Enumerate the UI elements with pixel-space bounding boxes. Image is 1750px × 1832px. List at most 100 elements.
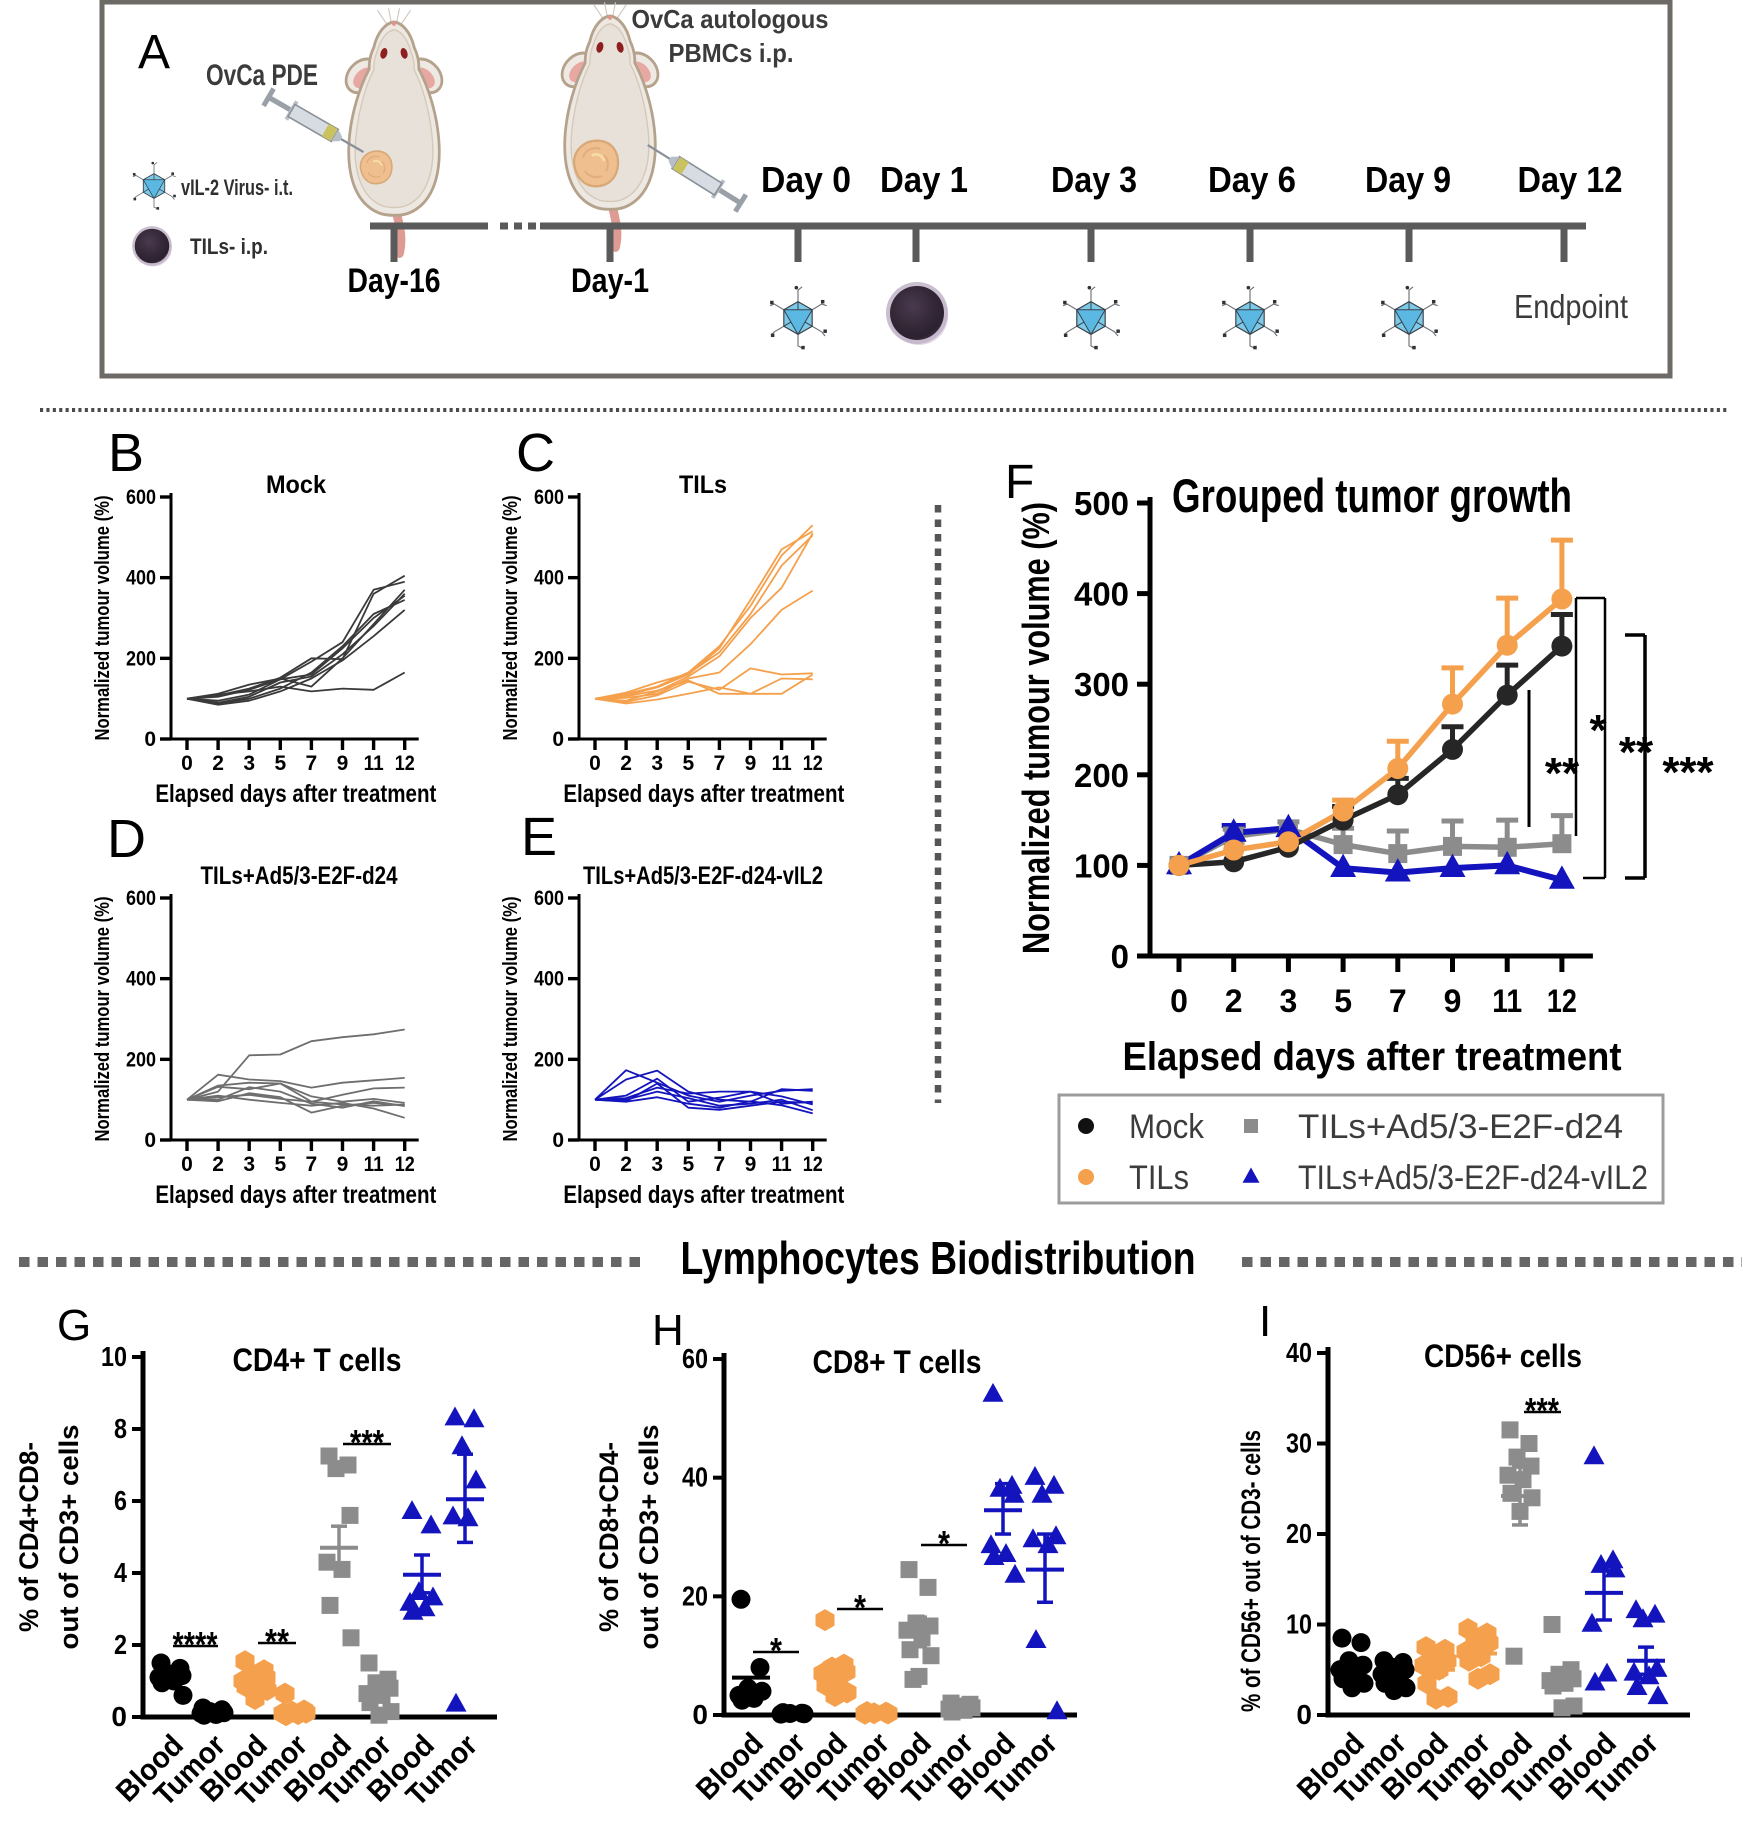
- svg-text:Elapsed days after treatment: Elapsed days after treatment: [155, 1181, 437, 1209]
- svg-text:TILs+Ad5/3-E2F-d24: TILs+Ad5/3-E2F-d24: [201, 862, 398, 890]
- svg-text:TILs: TILs: [1129, 1159, 1189, 1197]
- svg-text:200: 200: [126, 1048, 156, 1071]
- svg-text:300: 300: [1074, 666, 1129, 703]
- svg-text:Mock: Mock: [1129, 1108, 1205, 1146]
- svg-text:***: ***: [1525, 1390, 1559, 1431]
- svg-text:11: 11: [1492, 983, 1522, 1019]
- svg-text:Day 1: Day 1: [880, 159, 968, 200]
- svg-text:400: 400: [534, 567, 564, 590]
- svg-text:E: E: [521, 807, 557, 867]
- svg-text:Normalized tumour volume (%): Normalized tumour volume (%): [500, 897, 522, 1142]
- svg-text:TILs+Ad5/3-E2F-d24-vIL2: TILs+Ad5/3-E2F-d24-vIL2: [1298, 1159, 1648, 1197]
- svg-text:% of CD4+CD8-: % of CD4+CD8-: [14, 1442, 44, 1632]
- svg-text:TILs: TILs: [679, 471, 727, 499]
- svg-text:5: 5: [274, 752, 286, 775]
- svg-text:6: 6: [114, 1485, 127, 1516]
- svg-text:C: C: [516, 423, 555, 483]
- svg-text:Normalized tumour volume (%): Normalized tumour volume (%): [92, 897, 114, 1142]
- svg-text:11: 11: [772, 1153, 792, 1176]
- svg-text:0: 0: [692, 1699, 708, 1730]
- svg-text:Normalized tumour volume (%): Normalized tumour volume (%): [1016, 502, 1058, 954]
- svg-text:*: *: [1589, 706, 1607, 755]
- svg-text:60: 60: [682, 1343, 708, 1374]
- svg-text:CD8+ T cells: CD8+ T cells: [813, 1344, 982, 1380]
- svg-text:TILs+Ad5/3-E2F-d24-vIL2: TILs+Ad5/3-E2F-d24-vIL2: [583, 862, 823, 890]
- svg-text:Day-1: Day-1: [571, 262, 649, 300]
- svg-text:PBMCs i.p.: PBMCs i.p.: [669, 38, 794, 68]
- svg-text:9: 9: [745, 1153, 757, 1176]
- svg-text:CD56+ cells: CD56+ cells: [1424, 1338, 1582, 1374]
- svg-text:20: 20: [1286, 1518, 1312, 1549]
- svg-text:I: I: [1259, 1297, 1271, 1346]
- svg-text:Grouped tumor growth: Grouped tumor growth: [1172, 469, 1572, 522]
- svg-text:**: **: [1545, 749, 1580, 798]
- svg-text:Day 6: Day 6: [1208, 159, 1296, 200]
- svg-text:3: 3: [243, 752, 255, 775]
- svg-text:3: 3: [1280, 983, 1298, 1019]
- svg-text:Normalized tumour volume (%): Normalized tumour volume (%): [500, 496, 522, 741]
- svg-text:7: 7: [714, 1153, 726, 1176]
- svg-text:40: 40: [682, 1462, 708, 1493]
- svg-text:% of CD8+CD4-: % of CD8+CD4-: [594, 1442, 624, 1632]
- svg-text:10: 10: [1286, 1609, 1312, 1640]
- svg-text:G: G: [57, 1301, 91, 1350]
- svg-text:2: 2: [212, 1153, 224, 1176]
- svg-text:0: 0: [181, 1153, 193, 1176]
- svg-text:500: 500: [1074, 485, 1129, 522]
- svg-text:600: 600: [126, 486, 156, 509]
- svg-text:TILs- i.p.: TILs- i.p.: [190, 234, 268, 259]
- svg-text:Elapsed days after treatment: Elapsed days after treatment: [563, 1181, 845, 1209]
- svg-text:600: 600: [126, 887, 156, 910]
- svg-text:12: 12: [803, 1153, 823, 1176]
- svg-text:*: *: [770, 1630, 782, 1671]
- svg-text:0: 0: [1111, 938, 1129, 975]
- svg-text:OvCa autologous: OvCa autologous: [632, 4, 829, 34]
- svg-text:0: 0: [552, 1129, 564, 1152]
- svg-text:3: 3: [651, 752, 663, 775]
- svg-text:12: 12: [803, 752, 823, 775]
- svg-text:12: 12: [395, 1153, 415, 1176]
- svg-text:0: 0: [552, 728, 564, 751]
- svg-text:5: 5: [274, 1153, 286, 1176]
- svg-text:30: 30: [1286, 1428, 1312, 1459]
- svg-text:0: 0: [181, 752, 193, 775]
- svg-text:20: 20: [682, 1580, 708, 1611]
- svg-text:9: 9: [1444, 983, 1462, 1019]
- svg-text:40: 40: [1286, 1337, 1312, 1368]
- svg-text:11: 11: [364, 752, 384, 775]
- svg-text:Day 12: Day 12: [1518, 159, 1623, 200]
- svg-text:2: 2: [620, 752, 632, 775]
- svg-text:2: 2: [620, 1153, 632, 1176]
- svg-text:0: 0: [144, 1129, 156, 1152]
- svg-text:400: 400: [126, 968, 156, 991]
- svg-text:0: 0: [589, 1153, 601, 1176]
- svg-text:200: 200: [534, 1048, 564, 1071]
- svg-text:out of CD3+ cells: out of CD3+ cells: [54, 1425, 84, 1650]
- svg-text:12: 12: [1547, 983, 1577, 1019]
- svg-text:400: 400: [126, 567, 156, 590]
- svg-text:200: 200: [1074, 757, 1129, 794]
- svg-text:400: 400: [1074, 576, 1129, 613]
- svg-text:0: 0: [1170, 983, 1188, 1019]
- svg-text:7: 7: [714, 752, 726, 775]
- svg-text:Elapsed days after treatment: Elapsed days after treatment: [155, 780, 437, 808]
- svg-text:400: 400: [534, 968, 564, 991]
- svg-text:7: 7: [306, 1153, 318, 1176]
- svg-text:H: H: [652, 1306, 684, 1355]
- svg-text:**: **: [1619, 728, 1654, 777]
- svg-text:3: 3: [243, 1153, 255, 1176]
- svg-text:*: *: [854, 1587, 866, 1628]
- svg-text:% of CD56+ out of CD3- cells: % of CD56+ out of CD3- cells: [1236, 1430, 1266, 1712]
- svg-text:0: 0: [144, 728, 156, 751]
- svg-text:OvCa PDE: OvCa PDE: [206, 59, 318, 92]
- svg-text:F: F: [1005, 456, 1034, 509]
- svg-text:Endpoint: Endpoint: [1514, 288, 1628, 325]
- svg-text:11: 11: [364, 1153, 384, 1176]
- svg-text:4: 4: [114, 1557, 127, 1588]
- svg-text:Elapsed days after treatment: Elapsed days after treatment: [1123, 1035, 1622, 1079]
- svg-text:200: 200: [126, 647, 156, 670]
- svg-text:11: 11: [772, 752, 792, 775]
- svg-text:Normalized tumour volume (%): Normalized tumour volume (%): [92, 496, 114, 741]
- svg-text:5: 5: [682, 752, 694, 775]
- svg-text:0: 0: [589, 752, 601, 775]
